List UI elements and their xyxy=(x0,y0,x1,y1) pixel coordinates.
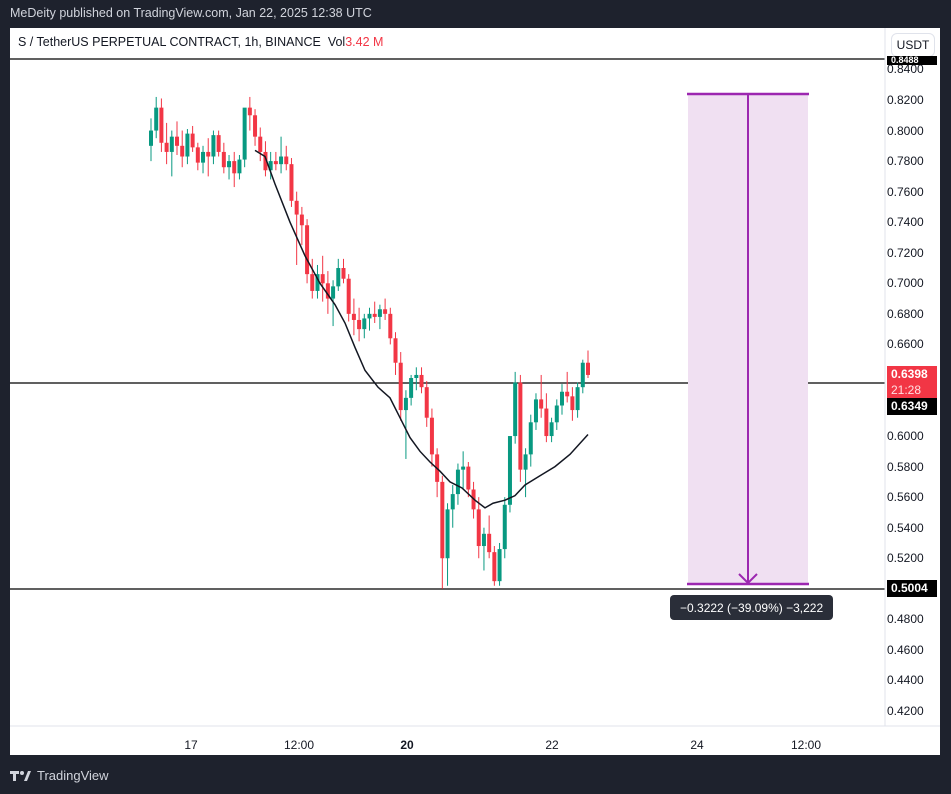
horizontal-line-price-tag: 0.6349 xyxy=(887,398,937,415)
price-tick-label: 0.7800 xyxy=(887,154,924,169)
volume-label: Vol xyxy=(327,35,346,49)
price-tick-label: 0.6000 xyxy=(887,429,924,444)
time-tick-label: 22 xyxy=(545,738,559,752)
arrow-down-icon xyxy=(738,573,758,585)
price-tick-label: 0.8200 xyxy=(887,93,924,107)
countdown-tag: 21:28 xyxy=(887,382,937,398)
measure-result-label: −0.3222 (−39.09%) −3,222 xyxy=(670,595,834,620)
price-tick-label: 0.8400 xyxy=(887,62,924,77)
price-tick-label: 0.7600 xyxy=(887,184,924,199)
price-tick-label: 0.7000 xyxy=(887,276,924,291)
price-tick-label: 0.4800 xyxy=(887,612,924,627)
price-tick-label: 0.5400 xyxy=(887,520,924,535)
price-tick-label: 0.7200 xyxy=(887,245,924,260)
last-price-tag: 0.6398 xyxy=(887,366,937,383)
symbol-legend: S / TetherUS PERPETUAL CONTRACT, 1h, BIN… xyxy=(18,35,383,49)
price-tick-label: 0.4400 xyxy=(887,673,924,688)
time-tick-label: 20 xyxy=(400,738,414,752)
time-tick-label: 17 xyxy=(184,738,198,752)
brand-name: TradingView xyxy=(37,768,109,783)
price-tick-label: 0.4200 xyxy=(887,704,924,718)
time-tick-label: 12:00 xyxy=(790,738,822,752)
price-tick-label: 0.6800 xyxy=(887,306,924,321)
price-tick-label: 0.7400 xyxy=(887,215,924,230)
candlestick-series xyxy=(149,96,590,589)
publish-info: MeDeity published on TradingView.com, Ja… xyxy=(10,6,372,20)
time-tick-label: 24 xyxy=(690,738,704,752)
price-tick-label: 0.4600 xyxy=(887,642,924,657)
top-line-price-tag: 0.8488 xyxy=(887,56,937,65)
currency-button[interactable]: USDT xyxy=(891,33,935,57)
price-range-measure[interactable] xyxy=(687,92,809,586)
low-price-tag: 0.5004 xyxy=(887,580,937,597)
volume-value: 3.42 M xyxy=(345,35,384,49)
price-tick-label: 0.5800 xyxy=(887,459,924,474)
price-tick-label: 0.8000 xyxy=(887,123,924,138)
tradingview-logo-icon xyxy=(10,770,31,781)
price-tick-label: 0.6600 xyxy=(887,337,924,352)
time-tick-label: 12:00 xyxy=(283,738,315,752)
price-tick-label: 0.5200 xyxy=(887,551,924,566)
symbol-name: S / TetherUS PERPETUAL CONTRACT, 1h, BIN… xyxy=(18,35,321,49)
tradingview-logo[interactable]: TradingView xyxy=(10,768,109,783)
price-tick-label: 0.5600 xyxy=(887,490,924,505)
moving-average-line xyxy=(254,149,589,509)
